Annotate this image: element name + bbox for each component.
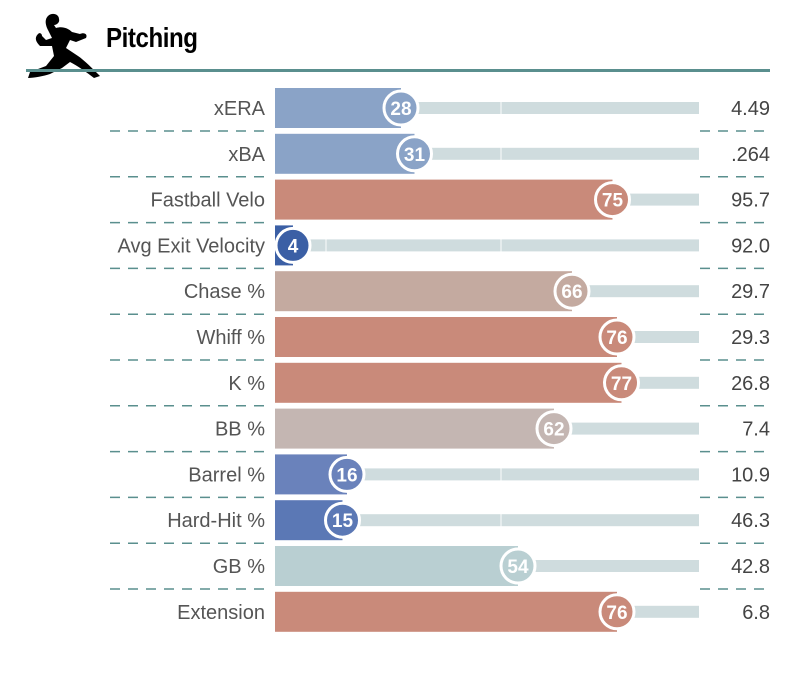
percentile-marker	[553, 272, 591, 310]
category-label: Fastball Velo	[150, 190, 265, 212]
percentile-marker	[324, 501, 361, 539]
track-bar	[275, 239, 699, 252]
bar	[275, 362, 622, 403]
percentile-marker	[499, 547, 537, 585]
percentile-marker	[594, 181, 631, 219]
percentile-marker	[382, 89, 420, 127]
stat-value: 46.3	[731, 510, 770, 532]
bar	[275, 317, 617, 357]
grid-line	[500, 225, 502, 266]
percentile-marker	[535, 410, 573, 448]
stat-value: 10.9	[731, 464, 770, 486]
category-label: BB %	[215, 419, 265, 441]
category-label: Barrel %	[188, 464, 265, 486]
track-bar	[275, 514, 699, 527]
stat-value: 29.3	[731, 327, 770, 349]
stat-value: 95.7	[731, 190, 770, 212]
percentile-label: 76	[606, 603, 627, 624]
page-title: Pitching	[106, 22, 198, 53]
percentile-label: 28	[390, 99, 411, 120]
percentile-label: 16	[336, 465, 357, 486]
percentile-label: 75	[602, 191, 624, 212]
bar	[275, 546, 518, 586]
bar	[275, 133, 415, 174]
bar	[275, 591, 617, 632]
stat-value: 4.49	[731, 98, 770, 120]
percentile-marker	[603, 364, 640, 402]
stat-value: 29.7	[731, 281, 770, 303]
stat-value: 42.8	[731, 556, 770, 578]
bar	[275, 88, 401, 128]
percentile-label: 66	[561, 282, 582, 303]
category-label: GB %	[213, 556, 265, 578]
category-label: K %	[228, 373, 265, 395]
percentile-label: 54	[507, 557, 529, 578]
grid-line	[500, 454, 502, 495]
pitcher-icon	[28, 13, 100, 78]
percentile-label: 31	[404, 145, 426, 166]
stat-value: .264	[731, 144, 770, 166]
grid-line	[500, 133, 502, 174]
category-label: Whiff %	[196, 327, 265, 349]
percentile-marker	[396, 135, 433, 173]
percentile-label: 15	[332, 511, 354, 532]
category-label: xERA	[214, 98, 266, 120]
category-label: Hard-Hit %	[167, 510, 265, 532]
bar	[275, 408, 554, 449]
percentile-label: 77	[611, 374, 632, 395]
category-label: Chase %	[184, 281, 265, 303]
grid-line	[325, 225, 327, 266]
stat-value: 7.4	[742, 419, 770, 441]
bar	[275, 179, 613, 220]
category-label: Avg Exit Velocity	[118, 235, 265, 257]
percentile-label: 76	[606, 328, 627, 349]
stat-value: 26.8	[731, 373, 770, 395]
header-rule	[26, 69, 770, 72]
percentile-label: 4	[288, 236, 299, 257]
stat-value: 92.0	[731, 235, 770, 257]
percentile-marker	[598, 593, 636, 631]
percentile-marker	[328, 455, 366, 493]
grid-line	[500, 88, 502, 128]
stat-value: 6.8	[742, 602, 770, 624]
grid-line	[500, 500, 502, 541]
percentile-marker	[598, 318, 636, 356]
track-bar	[275, 468, 699, 481]
section-header: Pitching	[0, 0, 804, 80]
percentile-label: 62	[543, 420, 564, 441]
bar	[275, 271, 572, 312]
category-label: Extension	[177, 602, 265, 624]
category-label: xBA	[228, 144, 265, 166]
percentile-marker	[274, 226, 312, 264]
